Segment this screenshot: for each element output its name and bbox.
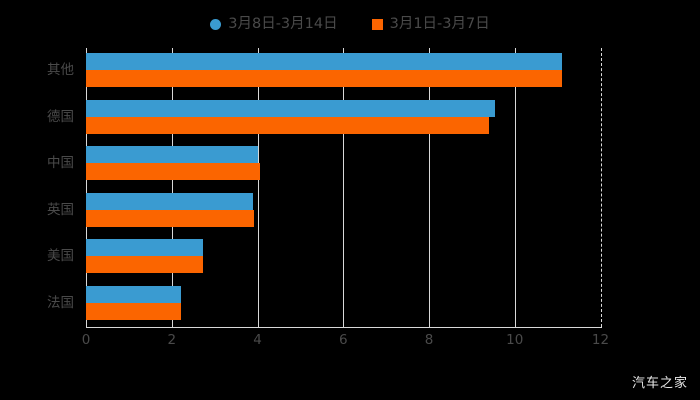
watermark-autohome: 汽车之家 bbox=[631, 376, 688, 391]
x-axis-tick-label-6: 6 bbox=[338, 332, 348, 348]
bar-series-b[interactable] bbox=[86, 116, 490, 134]
plot-area bbox=[86, 48, 602, 327]
bar-series-a[interactable] bbox=[86, 192, 254, 210]
x-axis-tick-label-2: 2 bbox=[167, 332, 177, 348]
x-axis-tick-label-0: 0 bbox=[81, 332, 91, 348]
gridline-x-4 bbox=[257, 48, 259, 327]
x-axis-tick-label-10: 10 bbox=[506, 332, 524, 348]
gridline-x-12 bbox=[600, 48, 602, 327]
square-marker-icon bbox=[371, 18, 383, 30]
gridline-x-0 bbox=[86, 48, 87, 327]
bar-series-a[interactable] bbox=[86, 285, 181, 303]
x-axis-tick-labels: 0 2 4 6 8 10 12 bbox=[0, 332, 700, 354]
x-axis-tick-label-4: 4 bbox=[253, 332, 262, 348]
y-axis-label-3: 英国 bbox=[47, 201, 74, 218]
y-axis-label-1: 德国 bbox=[47, 108, 74, 125]
bar-series-b[interactable] bbox=[86, 302, 181, 320]
gridline-x-8 bbox=[429, 48, 430, 327]
y-axis-label-5: 法国 bbox=[47, 294, 74, 311]
y-axis-label-0: 其他 bbox=[47, 62, 74, 79]
legend-label-series-a: 3月8日-3月14日 bbox=[228, 15, 338, 32]
gridline-x-10 bbox=[514, 48, 516, 327]
bar-series-a[interactable] bbox=[86, 239, 204, 257]
gridline-x-2 bbox=[171, 48, 173, 327]
chart-legend: 3月8日-3月14日 3月1日-3月7日 bbox=[0, 10, 700, 38]
legend-item-series-a[interactable]: 3月8日-3月14日 bbox=[210, 15, 338, 32]
x-axis-tick-label-12: 12 bbox=[591, 332, 610, 348]
x-axis-line bbox=[86, 327, 602, 328]
bar-series-b[interactable] bbox=[86, 163, 260, 181]
gridline-x-6 bbox=[343, 48, 345, 327]
legend-label-series-b: 3月1日-3月7日 bbox=[389, 15, 490, 32]
y-axis-category-labels: 其他德国中国英国美国法国 bbox=[0, 48, 700, 327]
y-axis-label-4: 美国 bbox=[47, 248, 74, 265]
bar-series-a[interactable] bbox=[86, 146, 258, 164]
bar-series-b[interactable] bbox=[86, 256, 204, 274]
y-axis-label-2: 中国 bbox=[47, 155, 74, 172]
bar-series-a[interactable] bbox=[86, 53, 562, 71]
x-axis-tick-label-8: 8 bbox=[424, 332, 434, 348]
circle-marker-icon bbox=[210, 18, 222, 30]
bar-series-b[interactable] bbox=[86, 209, 255, 227]
bar-series-a[interactable] bbox=[86, 99, 496, 117]
bar-series-b[interactable] bbox=[86, 70, 562, 88]
legend-item-series-b[interactable]: 3月1日-3月7日 bbox=[371, 15, 490, 32]
